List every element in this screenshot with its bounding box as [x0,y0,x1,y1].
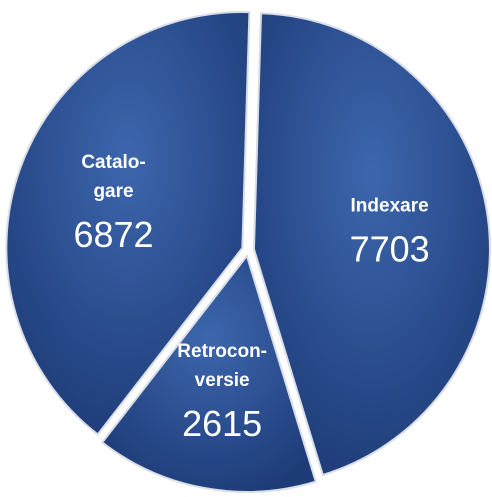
pie-slice [252,12,491,477]
value-label: 6872 [73,213,154,255]
pie-slice [5,11,251,436]
value-label: 2615 [182,402,263,444]
category-label: Catalo- gare [81,151,146,202]
category-label: Retrocon- versie [177,340,268,391]
slice-label: Catalo- gare 6872 [73,148,153,256]
slice-label: Indexare 7703 [350,192,430,271]
slice-label: Retrocon- versie 2615 [177,337,267,445]
value-label: 7703 [349,228,430,270]
category-label: Indexare [350,195,429,217]
pie-slice [100,253,318,493]
